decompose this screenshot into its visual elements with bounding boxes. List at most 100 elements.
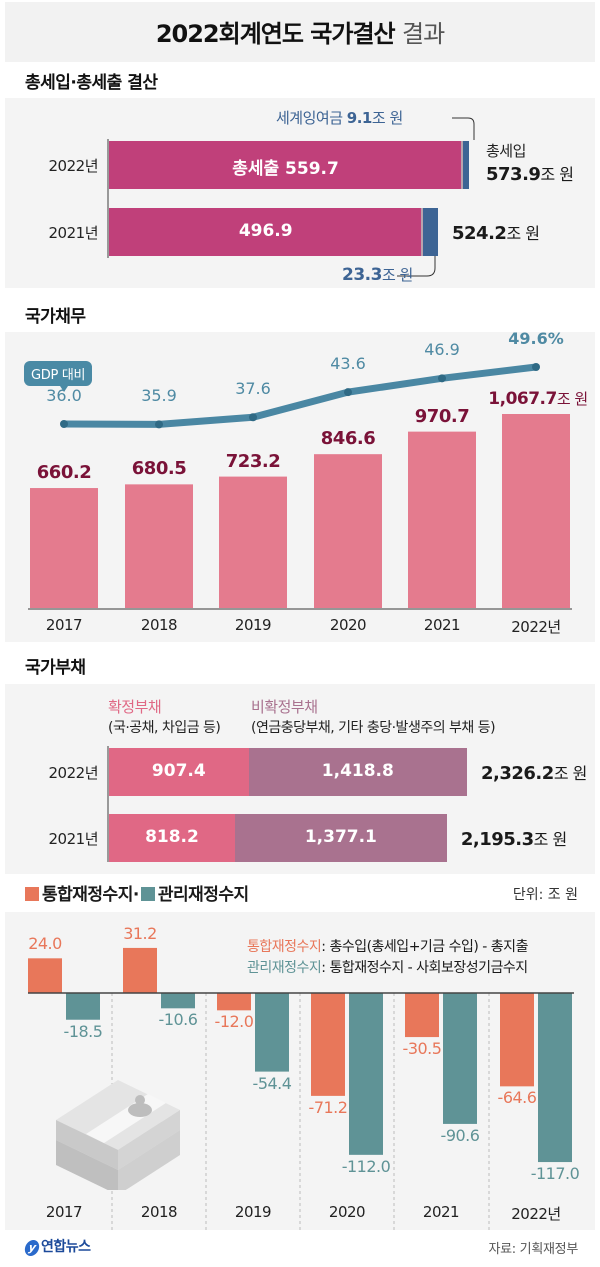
debt-bar bbox=[408, 431, 476, 608]
legend-managed-label: 관리재정수지 bbox=[157, 885, 249, 905]
bar-separator bbox=[421, 208, 424, 256]
legend-swatch-managed bbox=[140, 887, 155, 901]
debt-value-label: 660.2 bbox=[36, 462, 92, 484]
debt-bar bbox=[314, 454, 382, 608]
title-light: 결과 bbox=[401, 20, 445, 48]
confirmed-value-label: 818.2 bbox=[145, 827, 199, 847]
unconfirmed-value-label: 1,377.1 bbox=[304, 827, 377, 847]
debt-bar bbox=[502, 414, 570, 608]
managed-value-label: -112.0 bbox=[341, 1156, 391, 1176]
year-label: 2021년 bbox=[48, 224, 99, 242]
definition-managed-text: : 통합재정수지 - 사회보장성기금수지 bbox=[321, 960, 528, 976]
surplus-2022-annotation: 세계잉여금 9.1조 원 bbox=[276, 107, 403, 128]
managed-balance-bar bbox=[161, 993, 195, 1009]
gdp-ratio-point bbox=[532, 363, 540, 371]
gdp-ratio-line bbox=[60, 363, 540, 428]
integrated-value-label: -12.0 bbox=[214, 1012, 254, 1032]
debt-chart bbox=[28, 363, 572, 610]
unconfirmed-liability-bar bbox=[248, 748, 467, 796]
logo-mark-icon: y bbox=[23, 1240, 41, 1256]
confirmed-value-label: 907.4 bbox=[151, 761, 206, 781]
x-tick-label: 2021 bbox=[422, 1203, 460, 1221]
liability-total-label: 2,326.2조 원 bbox=[481, 760, 587, 784]
x-tick-label: 2018 bbox=[140, 1203, 178, 1221]
managed-value-label: -18.5 bbox=[63, 1021, 103, 1041]
expenditure-bar bbox=[109, 208, 423, 256]
revenue-2021-value: 524.2 bbox=[452, 223, 507, 244]
revenue-2022-value: 573.9 bbox=[486, 164, 541, 185]
integrated-value-label: -30.5 bbox=[402, 1039, 442, 1059]
surplus-bar bbox=[423, 208, 439, 256]
legend-confirmed-label: 확정부채 bbox=[108, 698, 162, 716]
logo-text: 연합뉴스 bbox=[41, 1239, 91, 1255]
surplus-2021-annotation: 23.3조 원 bbox=[342, 264, 413, 285]
gdp-ratio-label: 43.6 bbox=[330, 354, 366, 374]
liability-total-value: 2,195.3 bbox=[460, 829, 534, 850]
integrated-value-label: -64.6 bbox=[497, 1088, 537, 1108]
managed-balance-bar bbox=[349, 993, 383, 1155]
legend-unconfirmed-label: 비확정부채 bbox=[251, 698, 318, 716]
year-label: 2022년 bbox=[48, 157, 99, 175]
managed-balance-bar bbox=[255, 993, 289, 1072]
debt-value-label: 1,067.7조 원 bbox=[488, 389, 588, 409]
gdp-ratio-label: 49.6% bbox=[508, 329, 564, 348]
integrated-value-label: 31.2 bbox=[123, 923, 157, 943]
panel-debt bbox=[5, 332, 595, 642]
debt-value-label: 680.5 bbox=[131, 458, 187, 480]
liability-total-unit: 조 원 bbox=[533, 830, 568, 849]
legend-confirmed-desc: (국·공채, 차입금 등) bbox=[108, 720, 221, 736]
axis-line-revenue bbox=[107, 139, 109, 258]
managed-balance-bar bbox=[538, 993, 572, 1163]
surplus-2022-leader bbox=[452, 117, 475, 140]
liability-total-value: 2,326.2 bbox=[481, 763, 554, 784]
surplus-2022-unit: 조 원 bbox=[371, 109, 403, 127]
gdp-ratio-point bbox=[60, 420, 68, 428]
integrated-value-label: 24.0 bbox=[28, 934, 62, 954]
debt-value-label: 723.2 bbox=[225, 450, 281, 472]
x-tick-label: 2018 bbox=[140, 616, 178, 634]
debt-unit-label: 조 원 bbox=[556, 390, 588, 408]
year-label: 2021년 bbox=[48, 830, 99, 848]
year-label: 2022년 bbox=[48, 764, 99, 782]
title-bold: 2022회계연도 국가결산 bbox=[155, 20, 396, 48]
x-tick-label: 2017 bbox=[45, 1203, 83, 1221]
x-tick-label: 2017 bbox=[45, 616, 83, 634]
liability-total-unit: 조 원 bbox=[553, 764, 588, 783]
title-band bbox=[5, 2, 595, 62]
money-stack-icon bbox=[56, 1080, 180, 1190]
integrated-balance-bar bbox=[217, 993, 251, 1011]
gdp-ratio-point bbox=[344, 388, 352, 397]
source-label: 자료: 기획재정부 bbox=[488, 1242, 578, 1257]
x-tick-label: 2021 bbox=[423, 616, 461, 634]
confirmed-liability-bar bbox=[109, 748, 249, 796]
surplus-2021-value: 23.3 bbox=[342, 265, 382, 285]
gdp-ratio-point bbox=[155, 420, 163, 429]
gdp-ratio-label: 37.6 bbox=[235, 379, 271, 399]
yonhap-logo: y 연합뉴스 bbox=[23, 1236, 91, 1256]
axis-line-liabilities bbox=[107, 746, 109, 862]
x-tick-label: 2020 bbox=[329, 616, 367, 634]
managed-balance-bar bbox=[66, 993, 100, 1020]
liability-total-label: 2,195.3조 원 bbox=[461, 826, 567, 850]
revenue-2022-unit: 조 원 bbox=[540, 165, 574, 184]
section-title-revenue: 총세입·총세출 결산 bbox=[25, 73, 158, 93]
page-title: 2022회계연도 국가결산 결과 bbox=[0, 14, 600, 49]
managed-value-label: -54.4 bbox=[252, 1073, 292, 1093]
bar-separator bbox=[461, 141, 464, 189]
unconfirmed-liability-bar bbox=[234, 814, 447, 862]
definition-managed-term: 관리재정수지 bbox=[247, 960, 322, 976]
legend-unconfirmed-desc: (연금충당부채, 기타 충당·발생주의 부채 등) bbox=[251, 720, 496, 736]
revenue-2021-unit: 조 원 bbox=[506, 224, 540, 243]
surplus-2021-leader bbox=[397, 256, 436, 277]
managed-value-label: -90.6 bbox=[440, 1125, 480, 1145]
surplus-2021-unit: 조 원 bbox=[381, 266, 413, 284]
debt-bar bbox=[30, 488, 98, 608]
integrated-balance-bar bbox=[311, 993, 345, 1096]
debt-bar bbox=[125, 484, 193, 608]
balance-chart bbox=[28, 947, 574, 1230]
definition-managed: 관리재정수지: 통합재정수지 - 사회보장성기금수지 bbox=[247, 957, 528, 977]
surplus-label: 세계잉여금 bbox=[276, 109, 343, 127]
gdp-ratio-point bbox=[249, 413, 257, 422]
x-tick-label: 2022년 bbox=[511, 1205, 561, 1223]
x-tick-label: 2019 bbox=[234, 1203, 272, 1221]
